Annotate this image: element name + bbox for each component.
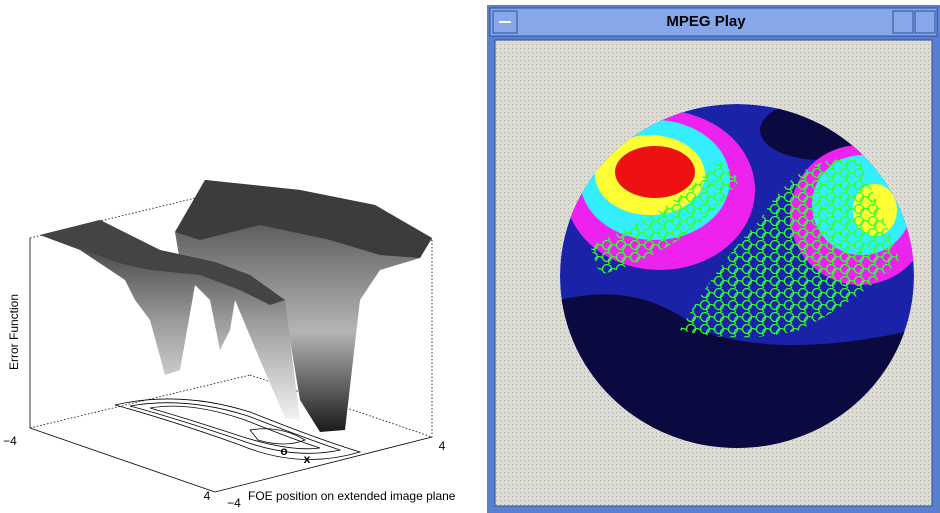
window: MPEG Play — [487, 5, 940, 513]
surface-plot: Error Function FOE position on extended … — [3, 180, 456, 510]
marker-label: o — [280, 444, 287, 458]
window-title: MPEG Play — [666, 13, 746, 30]
screen: Error Function FOE position on extended … — [0, 0, 940, 513]
marker-label: x — [304, 452, 311, 466]
minimize-button[interactable] — [893, 11, 913, 33]
x-axis-label: FOE position on extended image plane — [248, 489, 456, 503]
surface — [40, 180, 432, 432]
tick-label: 4 — [439, 439, 446, 453]
maximize-button[interactable] — [915, 11, 935, 33]
tick-label: 4 — [204, 489, 211, 503]
z-axis-label: Error Function — [7, 294, 21, 370]
tick-label: −4 — [227, 496, 241, 510]
tick-label: −4 — [3, 434, 17, 448]
page: Error Function FOE position on extended … — [0, 0, 940, 513]
